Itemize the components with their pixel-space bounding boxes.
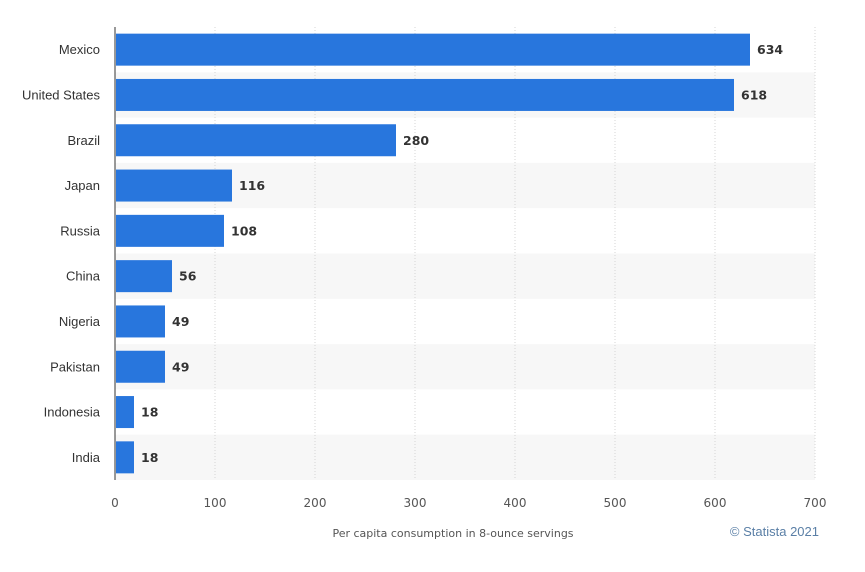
- value-label: 280: [403, 133, 429, 148]
- bar[interactable]: [116, 441, 134, 474]
- bar[interactable]: [116, 78, 734, 111]
- bar[interactable]: [116, 33, 750, 66]
- x-tick-label: 200: [304, 496, 327, 510]
- category-label: India: [72, 450, 101, 465]
- row-bands: [115, 72, 815, 480]
- x-tick-labels: 0 100 200 300 400 500 600 700: [111, 496, 826, 510]
- value-label: 634: [757, 42, 783, 57]
- x-tick-label: 600: [704, 496, 727, 510]
- category-label: Nigeria: [59, 314, 101, 329]
- category-label: Mexico: [59, 42, 100, 57]
- value-label: 108: [231, 223, 257, 238]
- bar[interactable]: [116, 260, 172, 293]
- bar[interactable]: [116, 169, 232, 202]
- category-label: Russia: [60, 223, 101, 238]
- x-tick-label: 0: [111, 496, 119, 510]
- value-labels: 634 618 280 116 108 56 49 49 18 18: [141, 42, 783, 465]
- bar[interactable]: [116, 396, 134, 429]
- value-label: 49: [172, 314, 189, 329]
- category-label: Indonesia: [44, 405, 101, 420]
- x-axis-title: Per capita consumption in 8-ounce servin…: [332, 527, 573, 540]
- category-labels: Mexico United States Brazil Japan Russia Chin…: [22, 42, 101, 465]
- bar[interactable]: [116, 124, 396, 157]
- statista-credit[interactable]: © Statista 2021: [730, 524, 819, 539]
- value-label: 618: [741, 87, 767, 102]
- bar[interactable]: [116, 350, 165, 383]
- value-label: 18: [141, 405, 158, 420]
- category-label: Japan: [65, 178, 100, 193]
- bars: [116, 33, 750, 474]
- bar[interactable]: [116, 305, 165, 338]
- row-band: [115, 253, 815, 299]
- row-band: [115, 344, 815, 390]
- x-tick-label: 400: [504, 496, 527, 510]
- category-label: Pakistan: [50, 359, 100, 374]
- value-label: 49: [172, 359, 189, 374]
- x-tick-label: 300: [404, 496, 427, 510]
- row-band: [115, 434, 815, 480]
- x-tick-label: 700: [804, 496, 827, 510]
- value-label: 116: [239, 178, 265, 193]
- value-label: 18: [141, 450, 158, 465]
- category-label: United States: [22, 87, 101, 102]
- category-label: China: [66, 269, 101, 284]
- value-label: 56: [179, 269, 197, 284]
- category-label: Brazil: [67, 133, 100, 148]
- x-tick-label: 500: [604, 496, 627, 510]
- bar[interactable]: [116, 214, 224, 247]
- x-tick-label: 100: [204, 496, 227, 510]
